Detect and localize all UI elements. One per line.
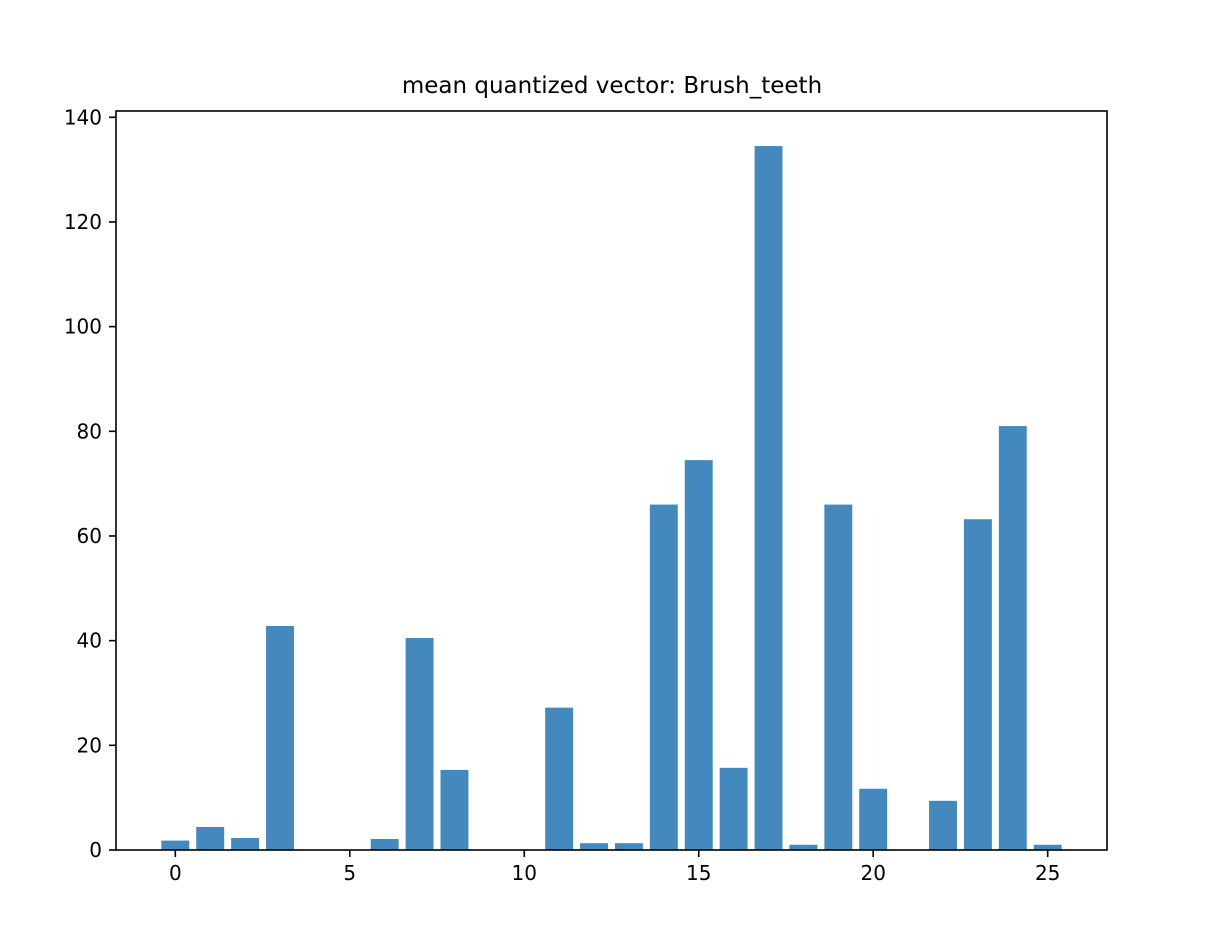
bar-22 [929,800,957,850]
x-tick-label: 0 [169,861,182,885]
x-tick-label: 15 [686,861,711,885]
y-tick-label: 40 [77,629,102,653]
bar-25 [1033,844,1062,850]
bar-12 [580,843,609,850]
y-tick-label: 80 [77,419,102,443]
bar-24 [998,426,1027,850]
y-tick-label: 100 [64,315,102,339]
bar-23 [963,519,992,850]
bar-15 [684,460,713,850]
bar-14 [649,504,678,850]
bar-8 [440,769,469,850]
plot-frame [115,110,1108,851]
bar-16 [719,767,748,850]
chart-title: mean quantized vector: Brush_teeth [402,73,822,99]
y-tick-label: 60 [77,524,102,548]
y-axis: 0 20 40 60 80 100 120 140 [64,105,116,862]
x-axis: 0 5 10 15 20 25 [169,850,1060,885]
bar-1 [196,826,225,850]
bars-group [161,146,1062,850]
y-tick-label: 120 [64,210,102,234]
x-tick-label: 10 [512,861,537,885]
bar-6 [370,839,399,850]
bar-18 [789,844,818,850]
bar-20 [859,788,888,850]
x-tick-label: 20 [860,861,885,885]
bar-7 [405,638,434,850]
bar-13 [614,843,643,850]
bar-19 [824,504,853,850]
x-tick-label: 25 [1035,861,1060,885]
y-tick-label: 20 [77,733,102,757]
x-tick-label: 5 [343,861,356,885]
bar-0 [161,840,190,850]
bar-3 [266,626,294,850]
bar-11 [545,707,574,850]
bar-17 [754,146,783,850]
y-tick-label: 140 [64,105,102,129]
bar-2 [231,837,260,850]
y-tick-label: 0 [89,838,102,862]
